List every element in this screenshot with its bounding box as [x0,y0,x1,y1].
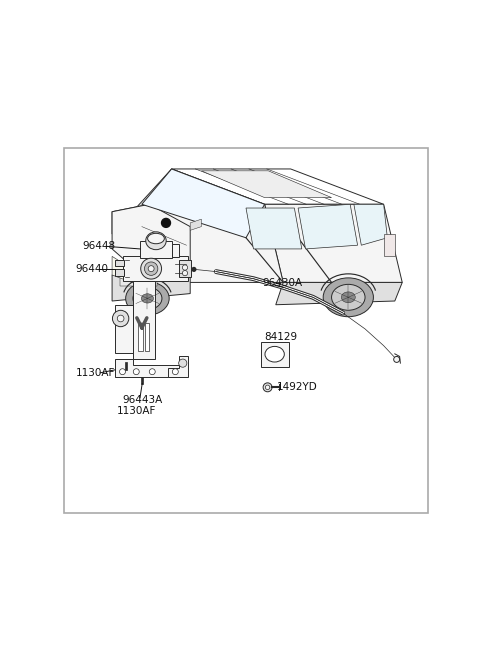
Bar [132,280,155,359]
Text: 96440: 96440 [75,264,108,274]
Ellipse shape [323,278,373,317]
Polygon shape [112,275,190,301]
Text: 1492YD: 1492YD [276,383,317,392]
Circle shape [112,310,129,327]
Circle shape [192,267,196,271]
Bar [172,244,179,257]
Bar [141,377,144,384]
Bar [145,324,149,351]
Polygon shape [264,204,402,282]
Polygon shape [276,282,402,305]
Text: 96430A: 96430A [263,278,303,288]
Polygon shape [168,356,188,377]
Circle shape [162,218,170,227]
Polygon shape [112,204,190,275]
Bar [115,260,124,267]
Polygon shape [112,169,172,234]
Text: 84129: 84129 [264,332,297,342]
Circle shape [120,369,125,375]
Text: 1130AF: 1130AF [117,405,156,416]
Text: 96443A: 96443A [122,394,163,405]
Bar [138,324,143,351]
Bar [115,269,124,276]
Polygon shape [112,256,142,286]
Circle shape [179,359,187,367]
Text: 1130AF: 1130AF [76,368,115,378]
Ellipse shape [332,284,365,310]
Ellipse shape [148,233,164,244]
Circle shape [141,258,162,279]
Polygon shape [246,208,302,249]
Circle shape [182,271,188,276]
Circle shape [148,266,154,272]
Bar [115,305,133,353]
Bar [261,341,289,367]
Polygon shape [190,219,202,231]
Text: 96448: 96448 [83,241,116,252]
Bar [123,256,188,280]
Ellipse shape [146,232,166,250]
Ellipse shape [126,282,169,315]
Circle shape [172,369,178,375]
FancyBboxPatch shape [140,242,172,258]
Bar [120,277,157,286]
Polygon shape [202,171,332,198]
Ellipse shape [265,346,284,362]
Circle shape [144,262,158,275]
Circle shape [263,383,272,392]
Circle shape [133,369,139,375]
Polygon shape [149,169,283,282]
Bar [384,234,395,256]
Polygon shape [142,169,264,238]
Ellipse shape [341,292,355,303]
Polygon shape [172,169,384,204]
Ellipse shape [133,288,162,310]
Circle shape [394,356,400,362]
Circle shape [117,315,124,322]
Polygon shape [298,204,358,249]
Polygon shape [115,359,186,377]
Circle shape [265,385,270,390]
Ellipse shape [142,293,154,303]
Bar [179,260,191,277]
FancyArrowPatch shape [137,318,147,328]
Bar [125,362,127,370]
Circle shape [182,265,188,270]
Circle shape [149,369,155,375]
Polygon shape [354,204,387,245]
